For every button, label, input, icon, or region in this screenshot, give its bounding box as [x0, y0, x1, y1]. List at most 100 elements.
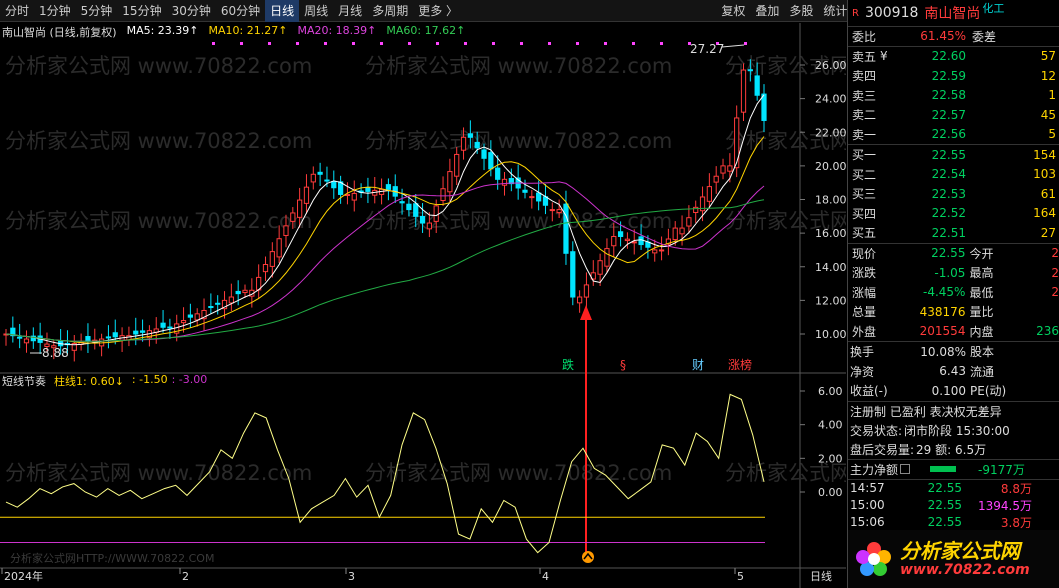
stat-label: 收益(-)	[850, 384, 888, 399]
candle-body	[290, 212, 296, 222]
candle-body	[297, 199, 303, 218]
signal-dot	[520, 42, 523, 45]
candle-body	[215, 302, 221, 305]
stat-row: 净资 6.43 流通	[848, 362, 1059, 382]
sell-level-volume: 1	[1048, 88, 1056, 103]
stat-value: 438176	[919, 304, 966, 319]
candle-body	[51, 345, 57, 349]
sell-level-row[interactable]: 卖二 22.57 45	[848, 105, 1059, 125]
stat-value: 2	[1051, 265, 1059, 280]
list-icon[interactable]	[900, 464, 911, 475]
candle-body	[317, 171, 323, 175]
signal-dot	[604, 42, 607, 45]
period-tab[interactable]: 15分钟	[122, 3, 162, 18]
watermark-text: 分析家公式网 www.70822.com	[5, 461, 312, 485]
indicator-curve	[5, 393, 765, 554]
tool-button[interactable]: 复权	[721, 3, 746, 18]
buy-level-row[interactable]: 买三 22.53 61	[848, 184, 1059, 204]
stat-row: 总量 438176 量比	[848, 302, 1059, 322]
candle-body	[699, 196, 706, 212]
sell-level-row[interactable]: 卖一 22.56 5	[848, 125, 1059, 145]
tick-row: 15:06 22.55 3.8万	[848, 514, 1059, 531]
buy-level-row[interactable]: 买四 22.52 164	[848, 204, 1059, 224]
candle-body	[167, 326, 173, 329]
candle-body	[761, 93, 767, 121]
period-tab[interactable]: 5分钟	[80, 3, 113, 18]
event-badge: 涨榜	[728, 357, 752, 372]
high-price-pointer	[721, 44, 745, 48]
period-tab[interactable]: 日线	[265, 0, 300, 22]
buy-level-volume: 103	[1033, 167, 1056, 182]
period-tab[interactable]: 多周期	[372, 3, 409, 18]
candle-body	[563, 203, 569, 254]
tool-button[interactable]: 多股	[789, 3, 814, 18]
candle-body	[481, 149, 487, 159]
candle-body	[474, 141, 480, 149]
candle-body	[235, 290, 241, 295]
trade-status-row: 交易状态: 闭市阶段 15:30:00	[848, 421, 1059, 441]
candle-body	[105, 336, 112, 339]
period-tab[interactable]: 分时	[5, 3, 30, 18]
candle-body	[303, 186, 310, 204]
candle-body	[23, 338, 30, 344]
industry-tag[interactable]: 化工	[982, 2, 1005, 15]
period-tab[interactable]: 1分钟	[39, 3, 71, 18]
candle-body	[508, 178, 514, 185]
candle-body	[139, 330, 146, 333]
candle-body	[631, 241, 637, 244]
watermark-text: 分析家公式网 www.70822.com	[5, 129, 312, 153]
candle-body	[351, 192, 357, 201]
candle-body	[754, 75, 760, 96]
after-hours-row: 盘后交易量: 29 额: 6.5万	[848, 441, 1059, 460]
weicha-label: 委差	[972, 29, 997, 44]
price-axis-label: 14.00	[815, 261, 846, 274]
sell-level-row[interactable]: 卖三 22.58 1	[848, 86, 1059, 106]
main-flow-label[interactable]: 主力净额	[850, 462, 899, 477]
candle-body	[495, 167, 501, 180]
r-badge: R	[852, 7, 859, 19]
period-tab[interactable]: 30分钟	[171, 3, 211, 18]
candle-body	[679, 227, 685, 235]
quote-header: R 300918 南山智尚 化工	[848, 0, 1059, 27]
event-badge: 跌	[562, 357, 574, 372]
main-flow-value: -9177万	[978, 462, 1025, 477]
candle-body	[44, 343, 50, 348]
sell-level-label: 卖二	[852, 108, 877, 123]
sell-level-row[interactable]: 卖四 22.59 12	[848, 66, 1059, 86]
candle-body	[467, 133, 473, 138]
stat-label: 股本	[970, 345, 995, 360]
signal-icon	[582, 551, 594, 563]
candle-body	[310, 173, 316, 183]
stat-label: 内盘	[969, 324, 994, 339]
indicator-value-3: : -3.00	[171, 373, 208, 386]
candle-body	[187, 314, 193, 318]
stat-value: 2	[1051, 246, 1059, 261]
indicator-name[interactable]: 短线节奏	[2, 375, 46, 388]
candle-body	[406, 203, 412, 211]
period-tab[interactable]: 更多 〉	[418, 3, 459, 18]
sell-level-row[interactable]: 卖五 ¥22.60 57	[848, 47, 1059, 67]
sell-level-price: 22.57	[931, 107, 966, 122]
candle-body	[522, 189, 528, 193]
kline-chart-area[interactable]: 分析家公式网 www.70822.com 分析家公式网 www.70822.com…	[0, 23, 1032, 588]
buy-level-row[interactable]: 买五 22.51 27	[848, 223, 1059, 243]
candle-body	[242, 289, 248, 294]
tool-button[interactable]: 统计	[823, 3, 848, 18]
period-tab[interactable]: 60分钟	[220, 3, 261, 18]
stat-label: PE(动)	[970, 384, 1007, 399]
webi-row: 委比 61.45% 委差	[848, 27, 1059, 47]
kline-chart[interactable]: 分析家公式网 www.70822.com 分析家公式网 www.70822.com…	[0, 23, 1032, 588]
stock-period-label: 南山智尚 (日线,前复权)	[2, 26, 117, 39]
candle-body	[727, 165, 733, 172]
period-tab[interactable]: 月线	[338, 3, 363, 18]
tool-button[interactable]: 叠加	[755, 3, 780, 18]
indicator-bar-value: 柱线1: 0.60↓	[54, 375, 124, 388]
period-tab[interactable]: 周线	[304, 3, 329, 18]
candle-body	[17, 336, 23, 339]
buy-level-row[interactable]: 买一 22.55 154	[848, 145, 1059, 165]
buy-level-price: 22.51	[931, 225, 966, 240]
tick-price: 22.55	[927, 481, 962, 495]
after-hours-label: 盘后交易量:	[850, 443, 915, 458]
buy-level-row[interactable]: 买二 22.54 103	[848, 165, 1059, 185]
tick-list: 14:57 22.55 8.8万 15:00 22.55 1394.5万 15:06 22.5…	[848, 480, 1059, 531]
